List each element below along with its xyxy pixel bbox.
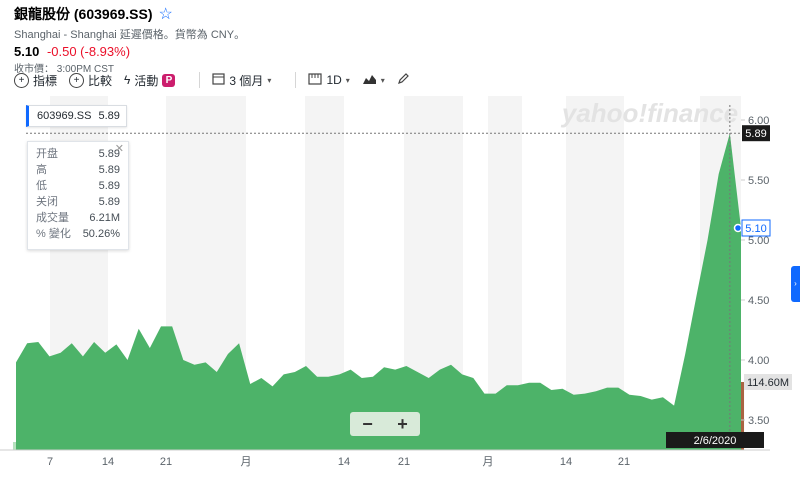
- tooltip-row: 关闭 5.89: [28, 194, 128, 210]
- x-tick-label: 14: [560, 456, 572, 468]
- chart-type-dropdown[interactable]: ▾: [362, 73, 385, 88]
- indicators-button[interactable]: + 指標: [14, 72, 57, 89]
- tooltip-value: 50.26%: [82, 228, 120, 240]
- star-icon[interactable]: ☆: [158, 6, 173, 23]
- zoom-in-button[interactable]: +: [397, 414, 408, 434]
- volume-value-label: 114.60M: [747, 377, 789, 389]
- tooltip-label: 成交量: [36, 212, 69, 224]
- pencil-icon: [397, 72, 410, 88]
- tooltip-row: 高 5.89: [28, 162, 128, 178]
- mountain-chart-icon: [362, 73, 377, 88]
- crosshair-date-label: 2/6/2020: [694, 435, 737, 447]
- quote-header: 銀龍股份 (603969.SS) ☆ Shanghai - Shanghai 延…: [14, 4, 245, 75]
- symbol-tag-value: 5.89: [98, 110, 120, 122]
- chevron-down-icon: ▾: [345, 75, 350, 85]
- draw-button[interactable]: [397, 72, 410, 88]
- tooltip-row: % 變化 50.26%: [28, 226, 128, 242]
- compare-label: 比較: [88, 73, 113, 88]
- events-badge: P: [162, 73, 176, 87]
- watermark: yahoo!finance: [560, 98, 738, 128]
- price-row: 5.10 -0.50 (-8.93%): [14, 44, 245, 59]
- x-tick-label: 14: [102, 456, 114, 468]
- y-tick-label: 4.50: [748, 295, 769, 307]
- x-tick-label: 21: [618, 456, 630, 468]
- lightning-icon: ϟ: [124, 73, 131, 87]
- tooltip-value: 5.89: [98, 196, 120, 208]
- close-icon[interactable]: ✕: [114, 143, 124, 155]
- crosshair-value-box: [742, 125, 770, 142]
- last-price-dot: [733, 223, 743, 233]
- chart-toolbar: + 指標 + 比較 ϟ 活動 P 3 個月 ▾ 1D ▾ ▾: [14, 70, 422, 90]
- tooltip-value: 5.89: [98, 164, 120, 176]
- current-price: 5.10: [14, 44, 40, 59]
- tooltip-row: 成交量 6.21M: [28, 210, 128, 226]
- last-price-box: [741, 219, 771, 237]
- x-tick-label: 月: [241, 456, 252, 468]
- range-label: 3 個月: [229, 73, 264, 88]
- ohlc-tooltip: ✕ 开盘 5.89 高 5.89 低 5.89 关闭 5.89 成交量 6.21M % 變…: [27, 141, 129, 250]
- ruler-icon: [308, 72, 323, 88]
- compare-button[interactable]: + 比較: [69, 72, 112, 89]
- x-tick-label: 21: [160, 456, 172, 468]
- symbol-tag-symbol: 603969.SS: [37, 110, 92, 122]
- chevron-down-icon: ▾: [267, 75, 272, 85]
- tooltip-label: % 變化: [36, 228, 71, 240]
- x-tick-label: 14: [338, 456, 350, 468]
- tooltip-value: 5.89: [98, 180, 120, 192]
- y-tick-label: 5.50: [748, 175, 769, 187]
- chevron-down-icon: ▾: [380, 75, 385, 85]
- tooltip-value: 5.89: [98, 148, 120, 160]
- tooltip-label: 开盘: [36, 148, 58, 160]
- tooltip-row: 开盘 5.89: [28, 146, 128, 162]
- chevron-right-icon[interactable]: ›: [791, 266, 800, 302]
- plus-circle-icon: +: [69, 72, 85, 88]
- events-button[interactable]: ϟ 活動 P: [124, 72, 176, 89]
- quote-title: 銀龍股份 (603969.SS) ☆: [14, 4, 245, 24]
- indicators-label: 指標: [33, 73, 58, 88]
- exchange-info: Shanghai - Shanghai 延遲價格。貨幣為 CNY。: [14, 29, 246, 41]
- stock-name: 銀龍股份 (603969.SS): [14, 6, 153, 22]
- range-dropdown[interactable]: 3 個月 ▾: [212, 72, 271, 89]
- crosshair-value-label: 5.89: [745, 128, 766, 140]
- tooltip-row: 低 5.89: [28, 178, 128, 194]
- interval-dropdown[interactable]: 1D ▾: [308, 72, 350, 88]
- close-time: 收市價： 3:00PM CST: [14, 64, 115, 75]
- tooltip-label: 低: [36, 180, 47, 192]
- plus-circle-icon: +: [14, 72, 29, 88]
- crosshair-date-box: [666, 432, 764, 448]
- calendar-icon: [212, 72, 226, 88]
- x-tick-label: 7: [47, 456, 53, 468]
- tooltip-label: 关闭: [36, 196, 58, 208]
- price-change: -0.50 (-8.93%): [46, 44, 131, 59]
- y-tick-label: 4.00: [748, 355, 769, 367]
- volume-value-box: [744, 374, 792, 390]
- toolbar-divider: [295, 72, 297, 88]
- toolbar-divider: [199, 72, 201, 88]
- tooltip-value: 6.21M: [89, 212, 120, 224]
- last-price-label: 5.10: [745, 223, 766, 235]
- price-area: [16, 133, 741, 450]
- zoom-out-button[interactable]: −: [362, 414, 373, 434]
- zoom-controls: − +: [350, 412, 420, 436]
- events-label: 活動: [134, 73, 159, 88]
- y-tick-label: 3.50: [748, 415, 769, 427]
- x-tick-label: 21: [398, 456, 410, 468]
- y-tick-label: 6.00: [748, 115, 769, 127]
- x-tick-label: 月: [483, 456, 494, 468]
- y-tick-label: 5.00: [748, 235, 769, 247]
- tooltip-label: 高: [36, 164, 47, 176]
- interval-label: 1D: [326, 73, 342, 87]
- symbol-tag: 603969.SS 5.89: [26, 105, 127, 127]
